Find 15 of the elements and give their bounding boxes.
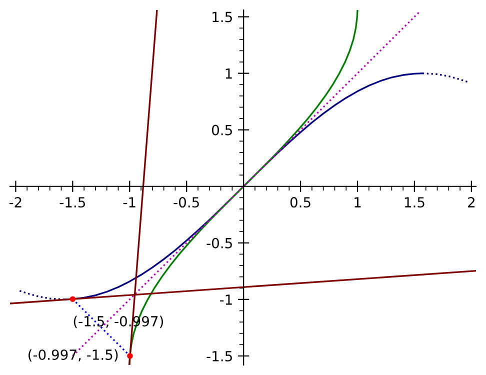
- x-tick-label: 1: [354, 197, 361, 208]
- y-tick-label: 1: [226, 68, 232, 79]
- x-tick-label: 2: [468, 197, 474, 208]
- y-tick-label: -1.5: [206, 351, 232, 362]
- y-tick-label: -1: [220, 294, 232, 305]
- x-tick-label: -1.5: [60, 197, 86, 208]
- x-tick-label: 1.5: [404, 197, 424, 208]
- x-tick-label: -0.5: [174, 197, 199, 208]
- x-tick-label: -2: [9, 197, 22, 208]
- x-tick-label: 0.5: [290, 197, 310, 208]
- x-tick-label: -1: [123, 197, 136, 208]
- y-tick-label: 0.5: [212, 124, 232, 136]
- y-tick-label: -0.5: [206, 238, 232, 248]
- y-tick-label: 1.5: [212, 12, 232, 22]
- annotation: (-0.997, -1.5): [28, 349, 118, 362]
